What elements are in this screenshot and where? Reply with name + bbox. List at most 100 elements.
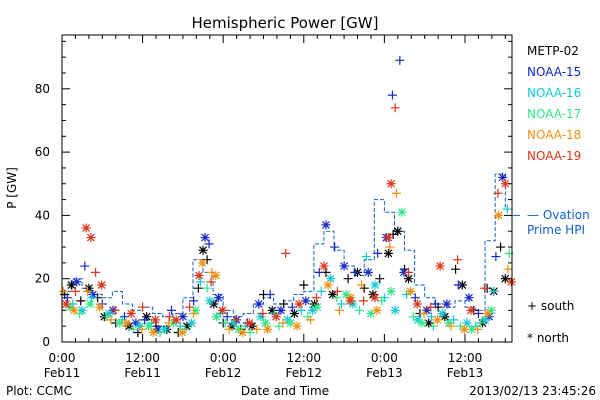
point-noaa-19-40 — [506, 277, 516, 287]
point-metp-02-33 — [368, 290, 378, 300]
point-noaa-15-25 — [321, 220, 331, 230]
point-noaa-19-36 — [466, 305, 476, 315]
legend-entry-noaa-19: NOAA-19 — [527, 149, 581, 163]
point-noaa-16-24 — [361, 252, 371, 262]
point-noaa-18-34 — [482, 309, 492, 319]
point-noaa-15-33 — [395, 55, 405, 65]
point-noaa-19-39 — [500, 179, 510, 189]
point-noaa-16-32 — [449, 315, 459, 325]
point-noaa-15-27 — [339, 261, 349, 271]
point-noaa-19-33 — [426, 302, 436, 312]
point-noaa-19-22 — [312, 293, 322, 303]
legend-marker-north: * north — [527, 331, 569, 345]
y-tick-label: 0 — [42, 335, 50, 349]
point-metp-02-29 — [328, 290, 338, 300]
plot-frame — [61, 34, 513, 343]
point-noaa-19-8 — [138, 302, 148, 312]
point-metp-02-34 — [375, 274, 385, 284]
point-noaa-15-43 — [491, 252, 501, 262]
point-noaa-15-40 — [464, 293, 474, 303]
point-metp-02-17 — [209, 299, 219, 309]
point-noaa-15-10 — [166, 305, 176, 315]
point-noaa-17-11 — [202, 283, 212, 293]
y-axis-label: P [GW] — [5, 167, 19, 209]
point-metp-02-44 — [451, 264, 461, 274]
point-noaa-17-33 — [467, 324, 477, 334]
point-noaa-17-13 — [220, 318, 230, 328]
point-metp-02-14 — [193, 283, 203, 293]
y-tick-label: 20 — [35, 272, 50, 286]
point-noaa-15-11 — [178, 312, 188, 322]
legend: METP-02 NOAA-15 NOAA-16 NOAA-17 NOAA-18 NOAA-… — [512, 44, 590, 237]
point-noaa-19-21 — [294, 299, 304, 309]
point-noaa-17-18 — [285, 318, 295, 328]
series-noaa-18 — [58, 188, 513, 338]
point-noaa-18-16 — [252, 324, 262, 334]
point-noaa-15-37 — [430, 299, 440, 309]
point-noaa-16-29 — [413, 315, 423, 325]
ovation-step-line — [62, 173, 512, 318]
point-noaa-18-28 — [406, 286, 416, 296]
legend-ovation-line2: Prime HPI — [527, 223, 585, 237]
point-noaa-15-3 — [88, 290, 98, 300]
point-noaa-15-14 — [204, 239, 214, 249]
point-metp-02-37 — [393, 226, 403, 236]
point-noaa-17-23 — [355, 305, 365, 315]
point-noaa-16-10 — [195, 277, 205, 287]
point-noaa-15-20 — [265, 290, 275, 300]
point-noaa-19-29 — [386, 179, 396, 189]
point-noaa-15-15 — [213, 293, 223, 303]
point-noaa-17-14 — [234, 324, 244, 334]
point-noaa-19-13 — [194, 271, 204, 281]
point-noaa-16-25 — [370, 280, 380, 290]
point-noaa-15-12 — [189, 296, 199, 306]
footer-timestamp: 2013/02/13 23:45:26 — [469, 384, 596, 398]
axes — [61, 34, 513, 343]
point-noaa-19-1 — [70, 286, 80, 296]
point-noaa-17-4 — [115, 318, 125, 328]
point-noaa-18-11 — [197, 258, 207, 268]
point-noaa-17-3 — [101, 312, 111, 322]
point-noaa-16-3 — [104, 309, 114, 319]
point-noaa-19-23 — [319, 261, 329, 271]
point-noaa-17-20 — [312, 302, 322, 312]
point-noaa-19-16 — [231, 315, 241, 325]
point-metp-02-16 — [202, 255, 212, 265]
point-noaa-15-24 — [314, 267, 324, 277]
point-noaa-15-42 — [484, 312, 494, 322]
point-noaa-17-5 — [128, 324, 138, 334]
x-tick-date: Feb12 — [205, 366, 242, 380]
point-noaa-19-30 — [390, 103, 400, 113]
point-noaa-19-18 — [258, 309, 268, 319]
point-noaa-17-29 — [417, 318, 427, 328]
point-noaa-18-24 — [357, 280, 367, 290]
point-noaa-18-5 — [121, 318, 131, 328]
point-noaa-19-12 — [185, 302, 195, 312]
point-noaa-15-28 — [350, 267, 360, 277]
point-noaa-15-32 — [387, 90, 397, 100]
point-metp-02-2 — [76, 296, 86, 306]
point-noaa-18-32 — [459, 324, 469, 334]
point-noaa-16-36 — [489, 286, 499, 296]
point-noaa-15-23 — [301, 296, 311, 306]
point-noaa-17-6 — [144, 321, 154, 331]
point-noaa-18-4 — [106, 315, 116, 325]
point-noaa-17-10 — [191, 305, 201, 315]
point-noaa-16-2 — [87, 293, 97, 303]
tick-labels: 0204060800:00Feb1112:00Feb110:00Feb1212:… — [35, 82, 484, 380]
point-metp-02-39 — [404, 274, 414, 284]
point-noaa-19-5 — [97, 280, 107, 290]
point-noaa-18-14 — [224, 324, 234, 334]
point-metp-02-1 — [66, 280, 76, 290]
point-noaa-18-23 — [346, 293, 356, 303]
point-noaa-15-29 — [363, 267, 373, 277]
point-noaa-19-9 — [150, 315, 160, 325]
x-tick-date: Feb13 — [447, 366, 484, 380]
point-noaa-15-13 — [200, 233, 210, 243]
point-noaa-15-44 — [498, 172, 508, 182]
point-noaa-16-15 — [256, 312, 266, 322]
legend-ovation-line1: — Ovation — [527, 208, 590, 222]
x-tick-time: 12:00 — [125, 351, 160, 365]
point-metp-02-30 — [343, 274, 353, 284]
